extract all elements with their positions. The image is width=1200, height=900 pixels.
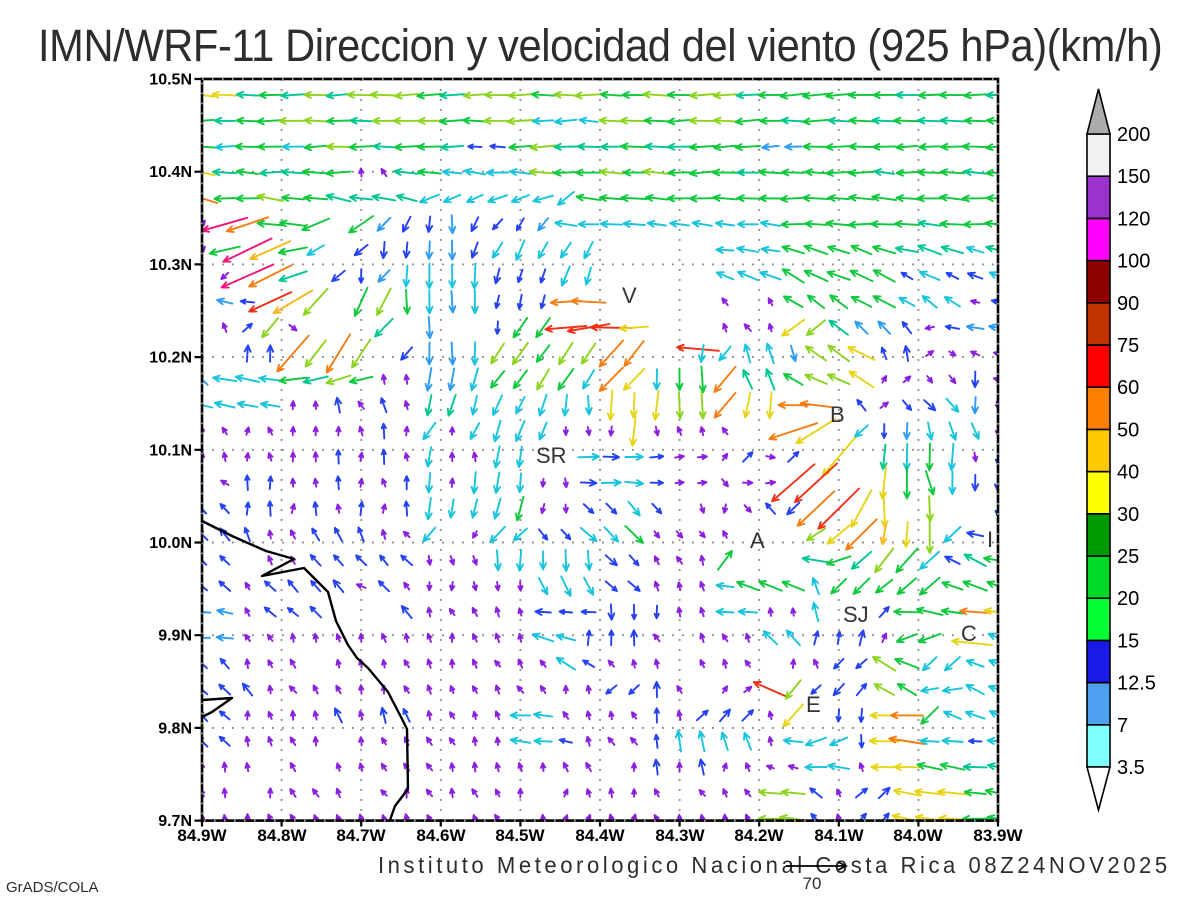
svg-text:84.4W: 84.4W — [575, 826, 625, 845]
svg-text:10.4N: 10.4N — [149, 164, 192, 181]
svg-text:7: 7 — [1117, 715, 1128, 737]
svg-text:3.5: 3.5 — [1117, 757, 1145, 779]
svg-text:10.0N: 10.0N — [149, 535, 192, 552]
svg-text:15: 15 — [1117, 630, 1139, 652]
svg-text:SJ: SJ — [843, 602, 869, 627]
svg-text:GrADS/COLA: GrADS/COLA — [6, 879, 99, 896]
svg-text:84.6W: 84.6W — [416, 826, 466, 845]
svg-text:9.8N: 9.8N — [158, 720, 192, 737]
svg-text:IMN/WRF-11 Direccion y velocid: IMN/WRF-11 Direccion y velocidad del vie… — [38, 22, 1163, 72]
svg-text:A: A — [750, 528, 765, 553]
svg-text:84.0W: 84.0W — [893, 826, 943, 845]
svg-text:84.5W: 84.5W — [495, 826, 545, 845]
svg-text:9.7N: 9.7N — [158, 813, 192, 830]
svg-text:V: V — [622, 283, 637, 308]
svg-text:84.3W: 84.3W — [655, 826, 705, 845]
svg-text:C: C — [961, 621, 977, 646]
svg-text:E: E — [806, 692, 821, 717]
svg-text:84.9W: 84.9W — [177, 826, 227, 845]
svg-text:10.3N: 10.3N — [149, 257, 192, 274]
svg-text:60: 60 — [1117, 377, 1139, 399]
svg-text:9.9N: 9.9N — [158, 628, 192, 645]
svg-text:Instituto Meteorologico Nacion: Instituto Meteorologico Nacional Costa R… — [378, 853, 1167, 879]
svg-text:10.2N: 10.2N — [149, 350, 192, 367]
svg-text:12.5: 12.5 — [1117, 673, 1156, 695]
svg-text:30: 30 — [1117, 504, 1139, 526]
svg-text:100: 100 — [1117, 251, 1150, 273]
svg-text:84.2W: 84.2W — [734, 826, 784, 845]
svg-text:20: 20 — [1117, 588, 1139, 610]
svg-text:50: 50 — [1117, 419, 1139, 441]
svg-text:25: 25 — [1117, 546, 1139, 568]
svg-text:I: I — [987, 527, 993, 552]
svg-text:10.5N: 10.5N — [149, 72, 192, 89]
svg-text:90: 90 — [1117, 293, 1139, 315]
svg-text:40: 40 — [1117, 462, 1139, 484]
svg-text:84.8W: 84.8W — [257, 826, 307, 845]
svg-text:B: B — [830, 402, 845, 427]
svg-text:SR: SR — [536, 443, 567, 468]
svg-text:84.7W: 84.7W — [336, 826, 386, 845]
svg-text:200: 200 — [1117, 124, 1150, 146]
svg-text:84.1W: 84.1W — [814, 826, 864, 845]
svg-text:120: 120 — [1117, 208, 1150, 230]
svg-text:75: 75 — [1117, 335, 1139, 357]
svg-text:83.9W: 83.9W — [973, 826, 1023, 845]
svg-text:10.1N: 10.1N — [149, 442, 192, 459]
svg-text:150: 150 — [1117, 166, 1150, 188]
svg-text:70: 70 — [803, 874, 822, 893]
